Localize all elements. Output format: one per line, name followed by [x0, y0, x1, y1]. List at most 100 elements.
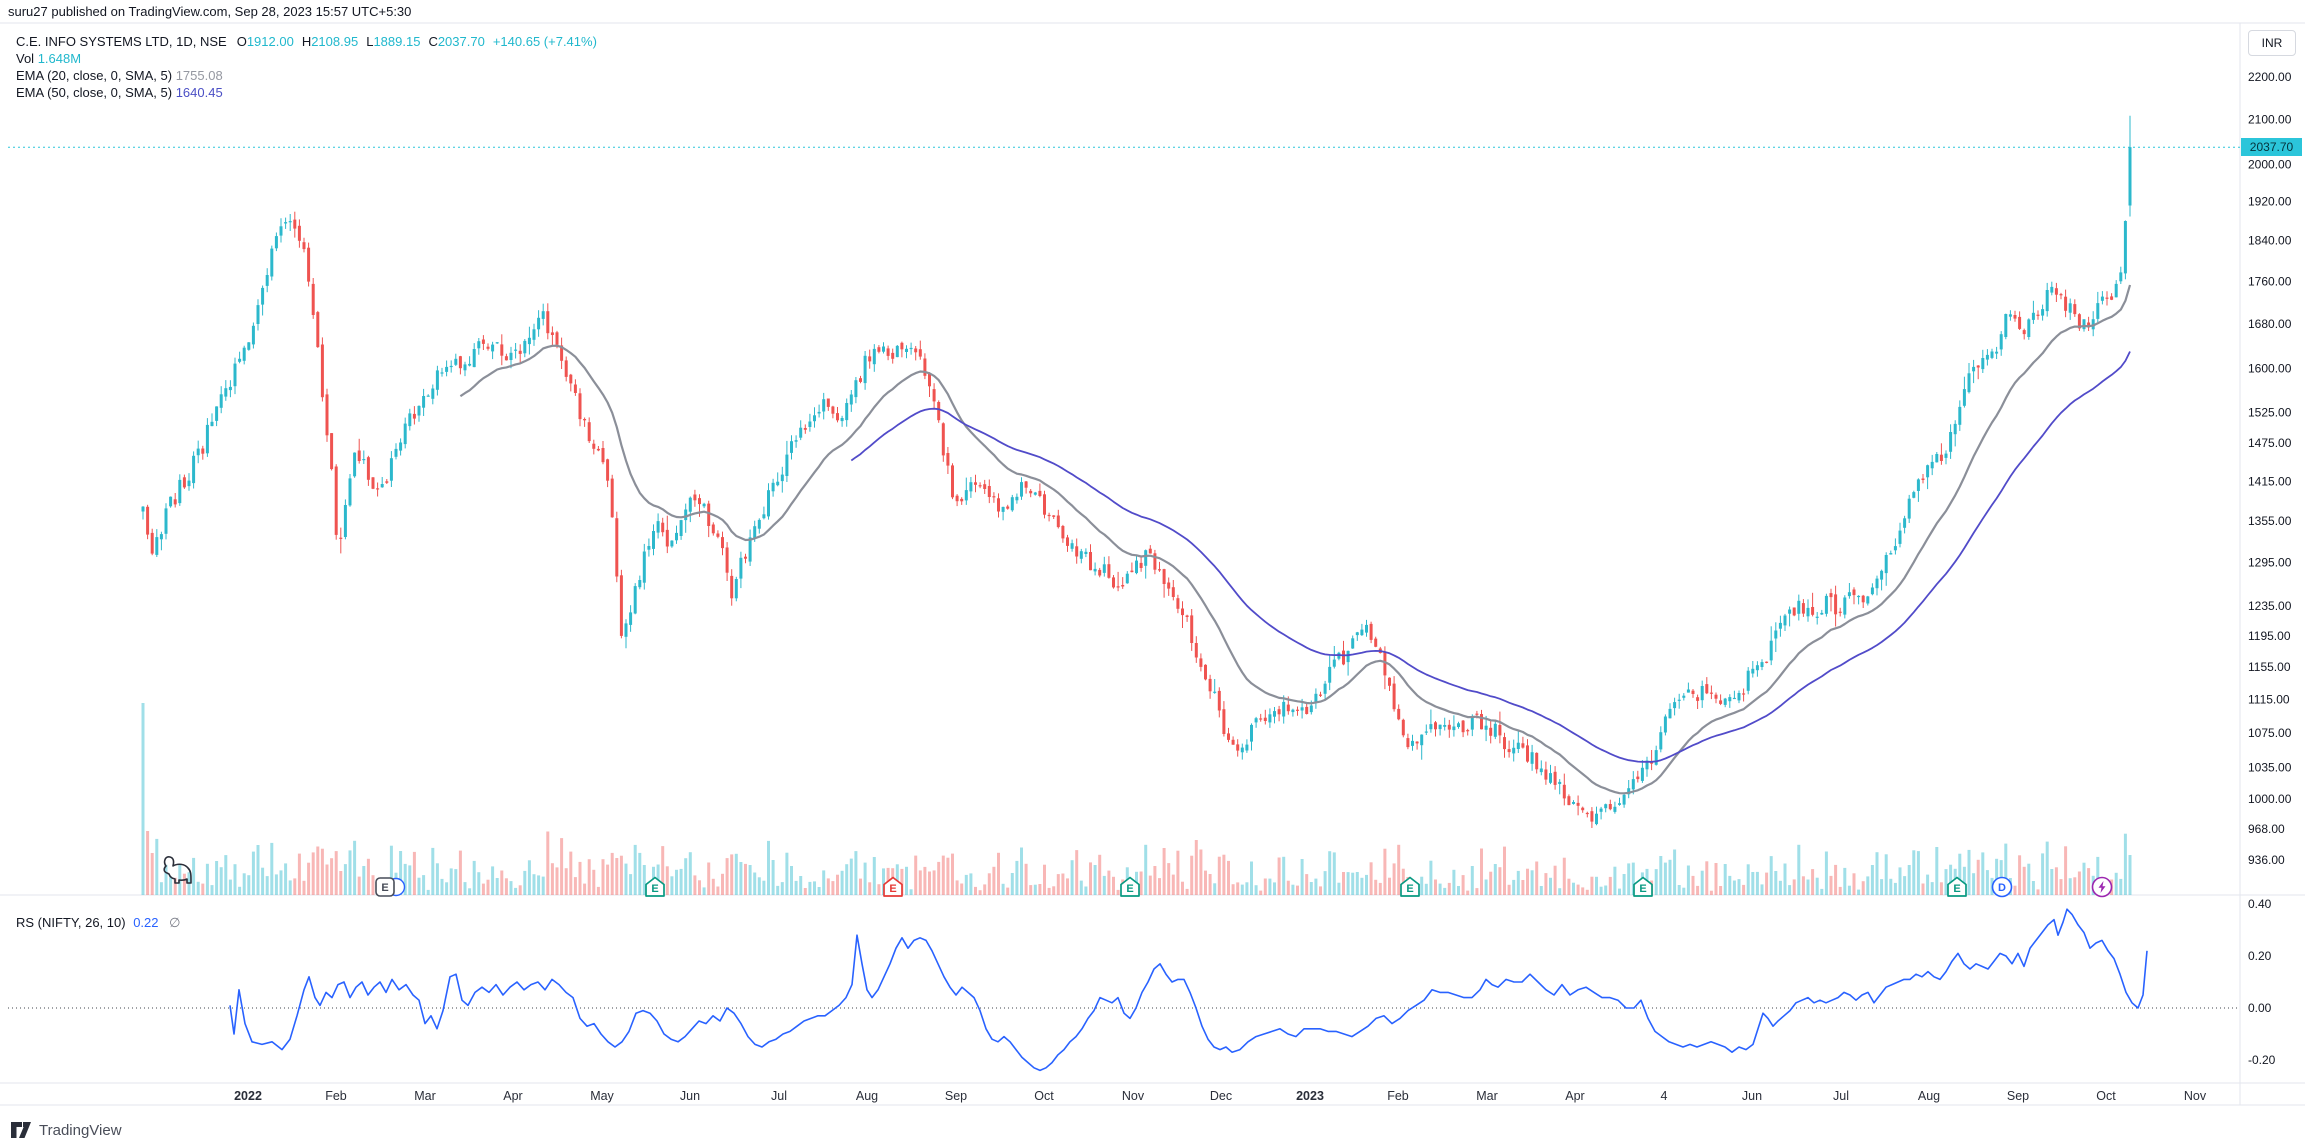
- svg-text:2022: 2022: [234, 1089, 262, 1103]
- ema50-label: EMA (50, close, 0, SMA, 5): [16, 85, 173, 100]
- svg-text:E: E: [889, 883, 896, 895]
- dividend-badge-icon[interactable]: D: [1991, 876, 2013, 898]
- svg-text:Aug: Aug: [1918, 1089, 1940, 1103]
- tradingview-footer[interactable]: TradingView: [10, 1121, 122, 1139]
- symbol-row[interactable]: C.E. INFO SYSTEMS LTD, 1D, NSE O1912.00 H2…: [16, 33, 597, 50]
- time-axis-labels: 2022 Feb Mar Apr May Jun Jul Aug Sep Oct Nov Dec 202…: [234, 1089, 2207, 1103]
- svg-text:1415.00: 1415.00: [2248, 474, 2292, 488]
- change-value: +140.65 (+7.41%): [492, 34, 597, 49]
- rs-line[interactable]: [229, 908, 2148, 1072]
- ema20-value: 1755.08: [175, 68, 223, 83]
- svg-text:0.20: 0.20: [2248, 949, 2272, 963]
- earnings-badge-icon[interactable]: E: [1633, 876, 1653, 897]
- rs-label: RS (NIFTY, 26, 10): [16, 915, 126, 930]
- svg-text:1295.00: 1295.00: [2248, 555, 2292, 569]
- svg-text:E: E: [651, 883, 658, 895]
- svg-text:1035.00: 1035.00: [2248, 761, 2292, 775]
- close-value: C2037.70: [428, 34, 485, 49]
- svg-text:Sep: Sep: [2007, 1089, 2029, 1103]
- svg-text:-0.20: -0.20: [2248, 1053, 2276, 1067]
- tradingview-brand-text: TradingView: [39, 1121, 122, 1139]
- low-value: L1889.15: [366, 34, 421, 49]
- ema20-label: EMA (20, close, 0, SMA, 5): [16, 68, 173, 83]
- earnings-badge-icon[interactable]: E: [883, 876, 903, 897]
- volume-value: 1.648M: [37, 51, 82, 66]
- rs-value: 0.22: [133, 915, 159, 930]
- svg-text:1235.00: 1235.00: [2248, 599, 2292, 613]
- ema50-row[interactable]: EMA (50, close, 0, SMA, 5) 1640.45: [16, 84, 597, 101]
- svg-text:Nov: Nov: [1122, 1089, 1145, 1103]
- svg-text:4: 4: [1661, 1089, 1668, 1103]
- symbol-title[interactable]: C.E. INFO SYSTEMS LTD, 1D, NSE: [16, 34, 227, 49]
- svg-text:May: May: [590, 1089, 614, 1103]
- svg-text:Nov: Nov: [2184, 1089, 2207, 1103]
- svg-text:Apr: Apr: [503, 1089, 522, 1103]
- svg-text:1920.00: 1920.00: [2248, 195, 2292, 209]
- svg-text:E: E: [1126, 883, 1133, 895]
- svg-text:Jun: Jun: [1742, 1089, 1762, 1103]
- svg-text:1155.00: 1155.00: [2248, 660, 2291, 674]
- svg-text:0.00: 0.00: [2248, 1001, 2272, 1015]
- price-axis[interactable]: [2240, 23, 2305, 1083]
- attribution-text: suru27 published on TradingView.com, Sep…: [8, 4, 412, 19]
- svg-text:1000.00: 1000.00: [2248, 792, 2292, 806]
- svg-text:1600.00: 1600.00: [2248, 362, 2292, 376]
- tradingview-logo-icon: [11, 1122, 31, 1138]
- svg-text:2000.00: 2000.00: [2248, 157, 2292, 171]
- volume-label: Vol: [16, 51, 35, 66]
- last-price-label: 2037.70: [2241, 138, 2302, 156]
- svg-text:2023: 2023: [1296, 1089, 1324, 1103]
- volume-bars: [141, 703, 2132, 895]
- candles: [141, 115, 2132, 828]
- earnings-badge-icon[interactable]: E: [645, 876, 665, 897]
- svg-text:1840.00: 1840.00: [2248, 234, 2292, 248]
- svg-text:1475.00: 1475.00: [2248, 436, 2292, 450]
- rs-indicator-legend[interactable]: RS (NIFTY, 26, 10) 0.22 ∅: [16, 915, 180, 931]
- price-axis-labels: 2200.00 2100.00 2000.00 1920.00 1840.00 1760.…: [2248, 70, 2292, 1067]
- svg-text:2100.00: 2100.00: [2248, 113, 2292, 127]
- svg-text:1760.00: 1760.00: [2248, 274, 2292, 288]
- svg-text:Oct: Oct: [1034, 1089, 1054, 1103]
- dino-cursor-icon: [163, 856, 192, 884]
- ema20-line[interactable]: [459, 284, 2132, 795]
- svg-text:1075.00: 1075.00: [2248, 726, 2292, 740]
- ema20-row[interactable]: EMA (20, close, 0, SMA, 5) 1755.08: [16, 67, 597, 84]
- svg-text:Mar: Mar: [1476, 1089, 1498, 1103]
- earnings-badge-icon[interactable]: E: [1120, 876, 1140, 897]
- svg-text:1195.00: 1195.00: [2248, 629, 2291, 643]
- split-badge-icon[interactable]: [2091, 876, 2113, 898]
- open-value: O1912.00: [236, 34, 294, 49]
- svg-text:Mar: Mar: [414, 1089, 436, 1103]
- svg-text:Oct: Oct: [2096, 1089, 2116, 1103]
- earnings-badge-icon[interactable]: E: [1400, 876, 1420, 897]
- svg-text:E: E: [1953, 883, 1960, 895]
- earnings-badge-icon[interactable]: E: [1947, 876, 1967, 897]
- svg-text:1115.00: 1115.00: [2248, 693, 2290, 707]
- ema50-value: 1640.45: [175, 85, 223, 100]
- svg-text:1355.00: 1355.00: [2248, 514, 2292, 528]
- svg-text:E: E: [1406, 883, 1413, 895]
- time-axis[interactable]: [0, 1083, 2240, 1105]
- svg-text:1525.00: 1525.00: [2248, 406, 2292, 420]
- svg-text:Aug: Aug: [856, 1089, 878, 1103]
- svg-text:E: E: [381, 882, 388, 894]
- svg-text:Apr: Apr: [1565, 1089, 1584, 1103]
- svg-text:1680.00: 1680.00: [2248, 317, 2292, 331]
- svg-text:D: D: [1998, 882, 2006, 894]
- svg-text:Jul: Jul: [1833, 1089, 1849, 1103]
- ema50-line[interactable]: [850, 351, 2131, 763]
- high-value: H2108.95: [301, 34, 359, 49]
- svg-text:Feb: Feb: [1387, 1089, 1409, 1103]
- svg-text:Feb: Feb: [325, 1089, 347, 1103]
- earnings-badge-icon[interactable]: E: [375, 877, 406, 897]
- svg-text:2200.00: 2200.00: [2248, 70, 2292, 84]
- svg-text:968.00: 968.00: [2248, 822, 2285, 836]
- svg-text:Dec: Dec: [1210, 1089, 1232, 1103]
- svg-text:Sep: Sep: [945, 1089, 967, 1103]
- svg-text:Jun: Jun: [680, 1089, 700, 1103]
- svg-text:936.00: 936.00: [2248, 853, 2285, 867]
- currency-button[interactable]: INR: [2248, 30, 2296, 56]
- volume-row[interactable]: Vol 1.648M: [16, 50, 597, 67]
- rs-empty-icon: ∅: [169, 915, 181, 930]
